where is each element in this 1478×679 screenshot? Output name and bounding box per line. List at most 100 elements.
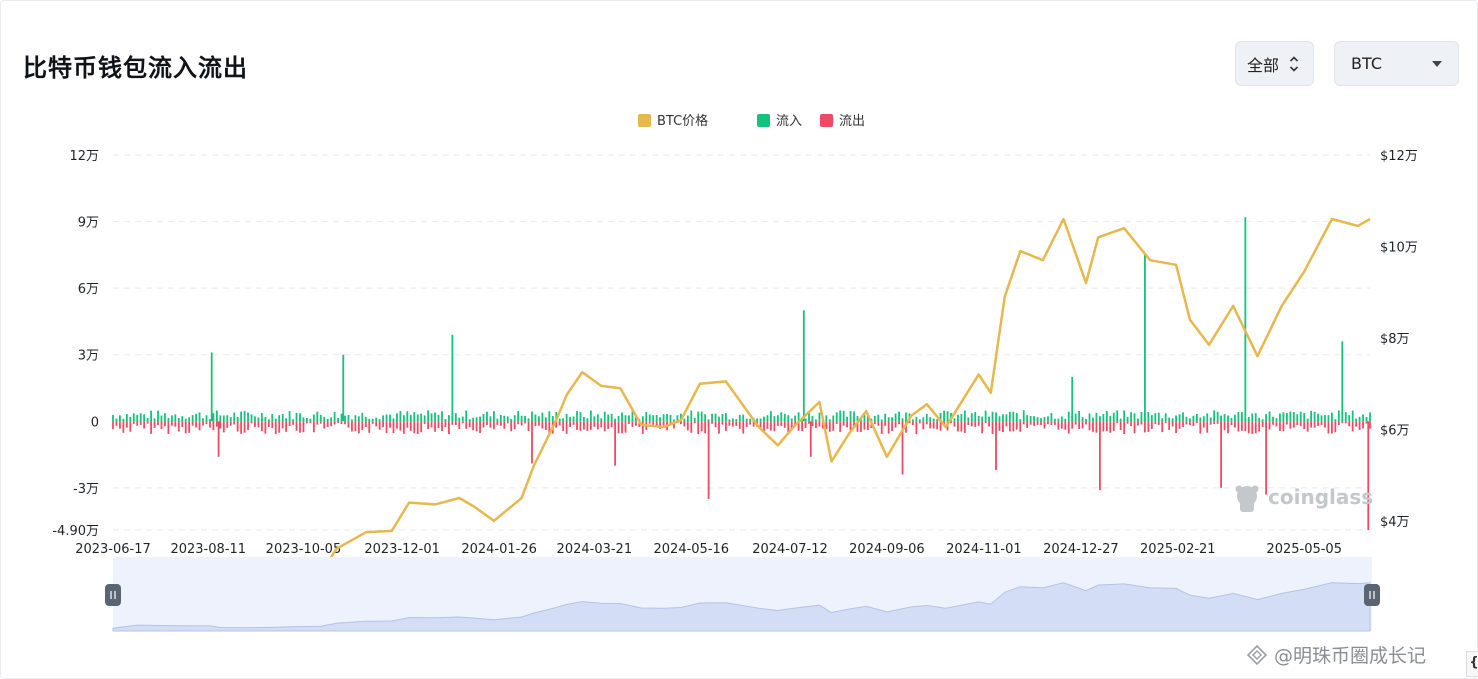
outflow-bar[interactable] — [1185, 421, 1188, 425]
inflow-bar[interactable] — [281, 414, 284, 422]
outflow-bar[interactable] — [749, 421, 752, 425]
outflow-bar[interactable] — [960, 421, 963, 432]
outflow-bar[interactable] — [302, 421, 305, 433]
inflow-bar[interactable] — [589, 410, 592, 422]
outflow-bar[interactable] — [406, 421, 409, 428]
inflow-bar[interactable] — [1119, 418, 1122, 422]
outflow-bar[interactable] — [1292, 421, 1295, 428]
inflow-bar[interactable] — [513, 415, 516, 422]
inflow-bar[interactable] — [579, 412, 582, 422]
inflow-bar[interactable] — [1272, 416, 1274, 422]
inflow-bar[interactable] — [164, 413, 166, 422]
outflow-bar[interactable] — [1227, 421, 1229, 434]
data-zoom-slider[interactable] — [105, 557, 1380, 632]
outflow-bar[interactable] — [465, 421, 468, 429]
legend-swatch-1[interactable] — [757, 114, 770, 127]
outflow-bar[interactable] — [1254, 421, 1257, 434]
inflow-bar[interactable] — [451, 334, 454, 422]
inflow-bar[interactable] — [1320, 415, 1323, 422]
outflow-bar[interactable] — [600, 421, 603, 428]
inflow-bar[interactable] — [195, 413, 198, 422]
inflow-bar[interactable] — [593, 416, 596, 422]
inflow-bar[interactable] — [1081, 417, 1084, 422]
inflow-bar[interactable] — [607, 414, 610, 422]
outflow-bar[interactable] — [641, 421, 644, 434]
inflow-bar[interactable] — [1099, 416, 1101, 422]
outflow-bar[interactable] — [115, 421, 118, 426]
outflow-bar[interactable] — [1334, 421, 1337, 433]
inflow-bar[interactable] — [486, 411, 488, 422]
inflow-bar[interactable] — [1369, 412, 1371, 422]
outflow-bar[interactable] — [648, 421, 651, 424]
outflow-bar[interactable] — [309, 421, 312, 424]
inflow-bar[interactable] — [160, 415, 163, 422]
outflow-bar[interactable] — [146, 421, 149, 424]
inflow-bar[interactable] — [652, 415, 655, 422]
inflow-bar[interactable] — [458, 417, 461, 422]
inflow-bar[interactable] — [285, 418, 288, 422]
outflow-bar[interactable] — [195, 421, 198, 428]
inflow-bar[interactable] — [988, 416, 990, 422]
outflow-bar[interactable] — [669, 421, 672, 425]
inflow-bar[interactable] — [655, 414, 658, 422]
inflow-bar[interactable] — [210, 352, 213, 422]
inflow-bar[interactable] — [1002, 414, 1004, 422]
outflow-bar[interactable] — [918, 421, 921, 424]
outflow-bar[interactable] — [607, 421, 610, 429]
inflow-bar[interactable] — [659, 417, 662, 422]
outflow-bar[interactable] — [1195, 421, 1198, 424]
inflow-bar[interactable] — [1175, 415, 1177, 422]
inflow-bar[interactable] — [319, 414, 322, 422]
outflow-bar[interactable] — [693, 421, 696, 424]
outflow-bar[interactable] — [974, 421, 977, 427]
inflow-bar[interactable] — [880, 419, 883, 422]
inflow-bar[interactable] — [520, 415, 523, 422]
outflow-bar[interactable] — [1337, 421, 1340, 426]
inflow-bar[interactable] — [849, 411, 852, 422]
outflow-bar[interactable] — [191, 421, 194, 426]
inflow-bar[interactable] — [704, 414, 707, 422]
outflow-bar[interactable] — [129, 421, 132, 432]
outflow-bar[interactable] — [898, 421, 900, 425]
inflow-bar[interactable] — [960, 414, 963, 422]
inflow-bar[interactable] — [1050, 413, 1053, 422]
outflow-bar[interactable] — [226, 421, 229, 428]
outflow-bar[interactable] — [524, 421, 526, 424]
outflow-bar[interactable] — [825, 421, 828, 430]
inflow-bar[interactable] — [1317, 413, 1319, 422]
outflow-bar[interactable] — [323, 421, 326, 429]
inflow-bar[interactable] — [226, 415, 229, 422]
inflow-bar[interactable] — [1036, 417, 1039, 422]
outflow-bar[interactable] — [815, 421, 817, 429]
inflow-bar[interactable] — [181, 416, 184, 422]
inflow-bar[interactable] — [998, 416, 1001, 422]
outflow-bar[interactable] — [707, 421, 710, 499]
outflow-bar[interactable] — [299, 421, 301, 433]
outflow-bar[interactable] — [1178, 421, 1181, 429]
outflow-bar[interactable] — [1199, 421, 1202, 434]
outflow-bar[interactable] — [527, 421, 530, 432]
inflow-bar[interactable] — [115, 418, 118, 422]
outflow-bar[interactable] — [1133, 421, 1136, 434]
inflow-bar[interactable] — [254, 416, 256, 422]
outflow-bar[interactable] — [392, 421, 395, 434]
outflow-bar[interactable] — [402, 421, 405, 434]
outflow-bar[interactable] — [458, 421, 461, 429]
inflow-bar[interactable] — [312, 414, 315, 422]
outflow-bar[interactable] — [1310, 421, 1313, 428]
inflow-bar[interactable] — [493, 411, 495, 422]
outflow-bar[interactable] — [818, 421, 821, 427]
inflow-bar[interactable] — [1060, 416, 1063, 422]
inflow-bar[interactable] — [1344, 412, 1347, 422]
outflow-bar[interactable] — [326, 421, 329, 427]
outflow-bar[interactable] — [963, 421, 966, 433]
outflow-bar[interactable] — [254, 421, 256, 428]
inflow-bar[interactable] — [1261, 419, 1264, 422]
outflow-bar[interactable] — [385, 421, 388, 434]
inflow-bar[interactable] — [783, 413, 786, 422]
inflow-bar[interactable] — [1348, 415, 1351, 422]
outflow-bar[interactable] — [1261, 421, 1264, 427]
inflow-bar[interactable] — [742, 414, 745, 422]
outflow-bar[interactable] — [496, 421, 499, 425]
inflow-bar[interactable] — [991, 411, 994, 422]
